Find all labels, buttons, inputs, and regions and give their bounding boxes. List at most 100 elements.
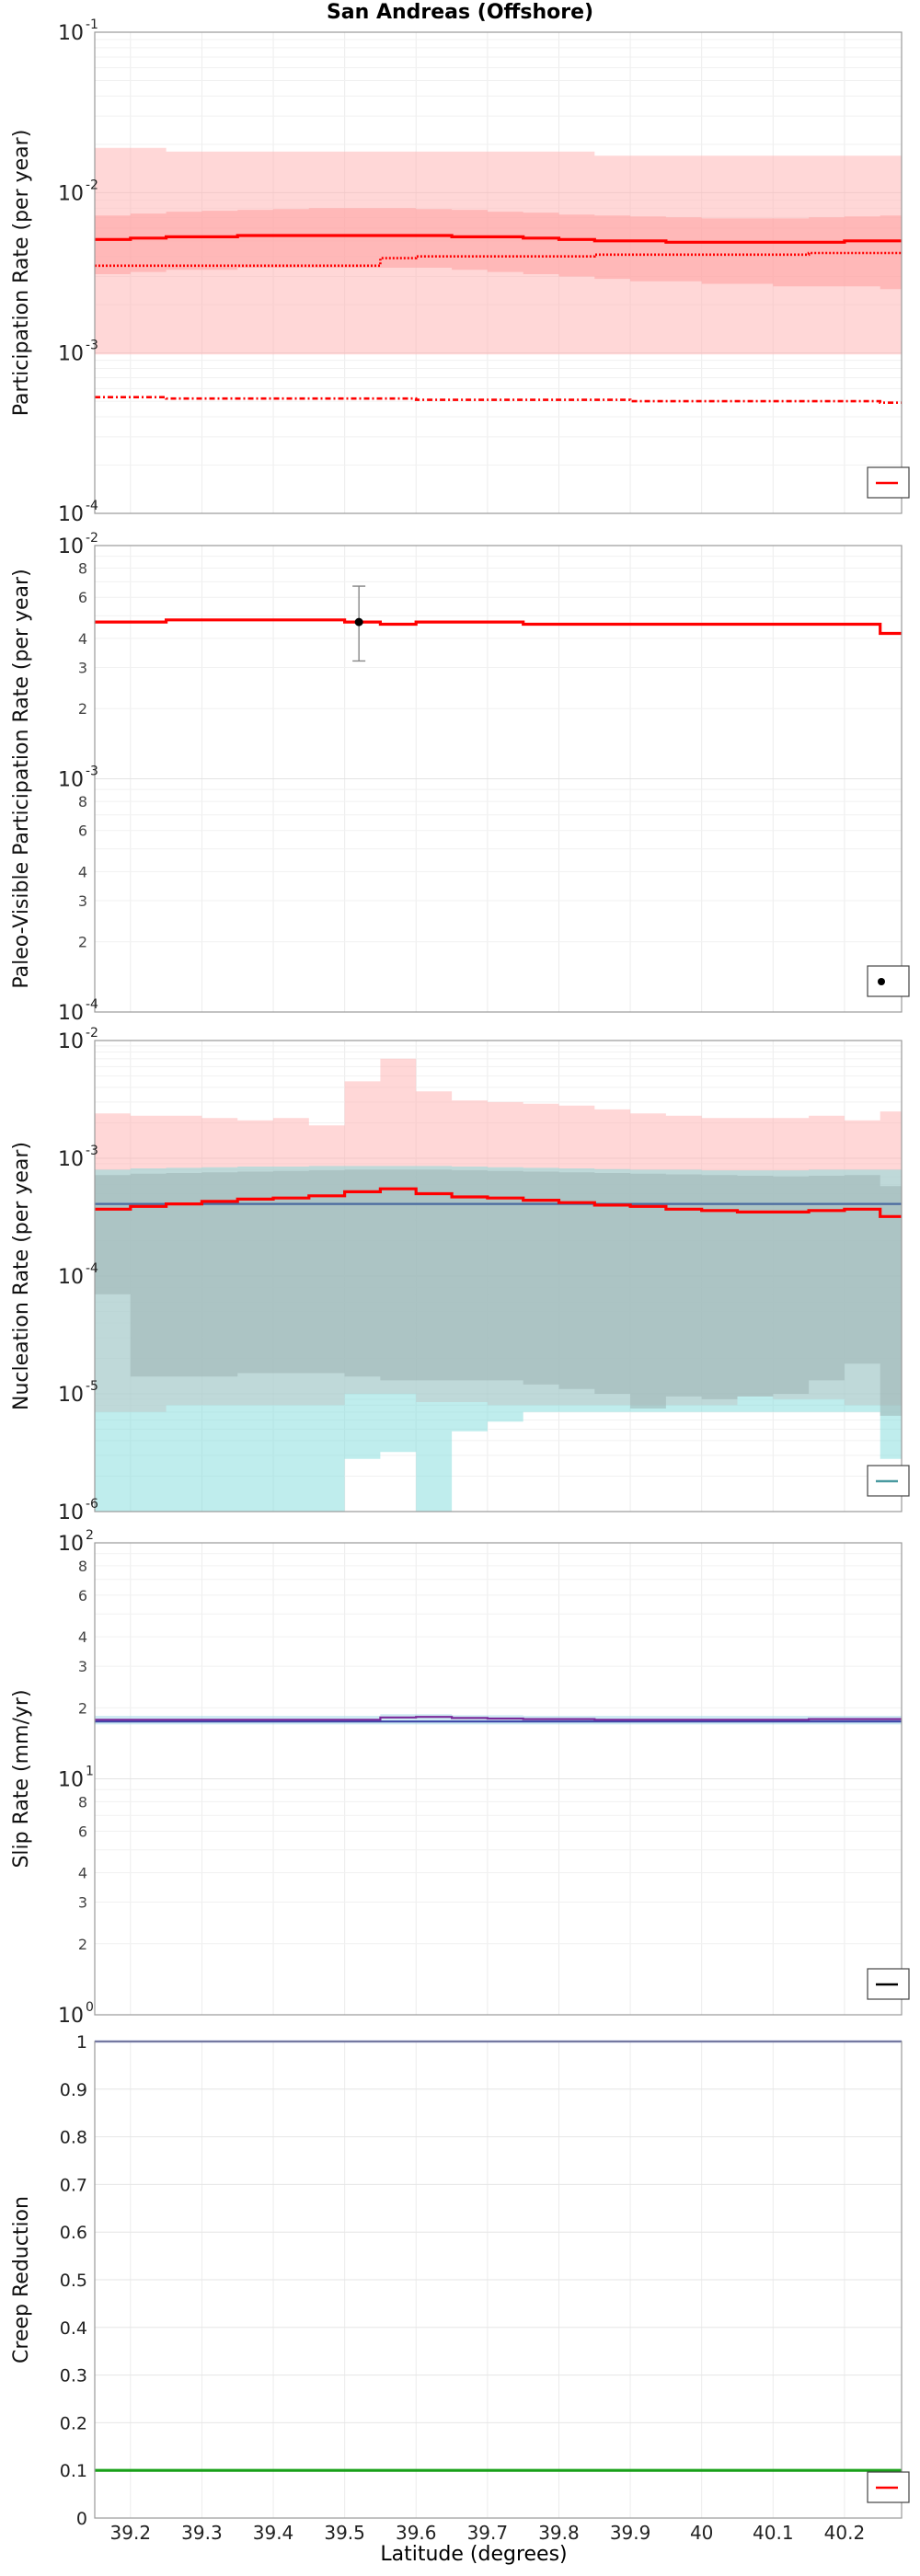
- y-minor-tick-label: 8: [78, 1558, 87, 1575]
- y-tick-label: 0.2: [60, 2413, 87, 2433]
- y-minor-tick-label: 8: [78, 793, 87, 811]
- legend: [867, 965, 910, 997]
- y-axis-label: Paleo-Visible Participation Rate (per ye…: [10, 569, 33, 988]
- y-tick-label: 10: [58, 1384, 84, 1407]
- y-tick-exponent: -5: [86, 1379, 98, 1394]
- legend-marker: [878, 978, 885, 985]
- panel-creep: 0 0.1 0.2 0.3 0.4 0.5 0.6 0.7 0.8 0.9 1 Creep Reduc…: [10, 2032, 910, 2529]
- x-tick-label: 39.2: [110, 2522, 152, 2544]
- y-tick-label: 0.6: [60, 2223, 87, 2243]
- y-tick-label: 10: [58, 1501, 84, 1524]
- y-minor-tick-label: 4: [78, 1865, 87, 1882]
- y-tick-label: 10: [58, 2005, 84, 2028]
- figure-title: San Andreas (Offshore): [327, 1, 593, 24]
- y-minor-tick-label: 4: [78, 863, 87, 880]
- plot-frame: [94, 545, 903, 1013]
- y-minor-tick-label: 3: [78, 660, 87, 677]
- y-tick-label: 10: [58, 343, 84, 366]
- series-dashdot: [95, 396, 902, 404]
- y-tick-exponent: -3: [86, 765, 98, 779]
- x-tick-label: 39.8: [538, 2522, 580, 2544]
- x-tick-label: 39.9: [610, 2522, 651, 2544]
- y-minor-tick-label: 4: [78, 630, 87, 648]
- y-tick-exponent: -4: [86, 499, 98, 513]
- y-tick-label: 0: [76, 2509, 87, 2529]
- x-tick-label: 40.1: [753, 2522, 794, 2544]
- y-tick-label: 10: [58, 182, 84, 205]
- legend: [867, 1968, 910, 2000]
- series-red_mean: [95, 1187, 902, 1218]
- x-tick-label: 39.5: [324, 2522, 365, 2544]
- y-minor-tick-label: 2: [78, 1936, 87, 1953]
- plot-frame: [94, 31, 903, 514]
- y-tick-exponent: -4: [86, 1261, 98, 1276]
- legend-box: [867, 965, 910, 997]
- y-tick-label: 10: [58, 535, 84, 558]
- y-tick-label: 10: [58, 1002, 84, 1025]
- y-tick-label: 10: [58, 1148, 84, 1171]
- y-tick-label: 10: [58, 1266, 84, 1289]
- y-tick-label: 0.8: [60, 2128, 87, 2148]
- band-gray_overlap: [95, 1169, 902, 1416]
- y-tick-exponent: -1: [86, 17, 98, 32]
- y-minor-tick-label: 6: [78, 1587, 87, 1604]
- x-axis: 39.2 39.3 39.4 39.5 39.6 39.7 39.8 39.9 40 40.1 40…: [110, 2522, 866, 2544]
- plot-frame: [94, 1542, 903, 2016]
- y-tick-exponent: -4: [86, 997, 98, 1012]
- x-tick-label: 39.6: [396, 2522, 437, 2544]
- y-tick-label: 10: [58, 503, 84, 526]
- y-axis-label: Creep Reduction: [10, 2196, 33, 2363]
- y-minor-tick-label: 6: [78, 1823, 87, 1840]
- y-tick-exponent: -2: [86, 178, 98, 192]
- x-tick-label: 39.7: [467, 2522, 509, 2544]
- y-tick-label: 0.5: [60, 2271, 87, 2291]
- series-solution: [95, 1716, 902, 1721]
- x-tick-label: 39.4: [253, 2522, 294, 2544]
- y-axis-label: Slip Rate (mm/yr): [10, 1689, 33, 1868]
- x-axis-label: Latitude (degrees): [380, 2543, 567, 2566]
- y-tick-exponent: -2: [86, 531, 98, 546]
- x-tick-label: 39.3: [181, 2522, 223, 2544]
- legend: [867, 466, 910, 499]
- y-minor-tick-label: 2: [78, 700, 87, 718]
- plot-frame: [94, 2041, 903, 2519]
- y-minor-tick-label: 8: [78, 560, 87, 578]
- y-minor-tick-label: 3: [78, 1894, 87, 1912]
- y-tick-label: 10: [58, 1533, 84, 1556]
- y-axis-label: Nucleation Rate (per year): [10, 1142, 33, 1410]
- y-tick-exponent: 0: [86, 2000, 94, 2015]
- y-axis-label: Participation Rate (per year): [10, 130, 33, 417]
- y-tick-label: 0.3: [60, 2366, 87, 2386]
- y-tick-label: 10: [58, 1769, 84, 1792]
- series-dotted: [95, 251, 902, 268]
- x-tick-label: 40: [690, 2522, 713, 2544]
- y-tick-label: 1: [76, 2032, 87, 2053]
- y-tick-label: 0.7: [60, 2175, 87, 2195]
- y-minor-tick-label: 2: [78, 934, 87, 951]
- data-point: [354, 617, 363, 627]
- series-mean: [95, 234, 902, 244]
- series-mean: [95, 618, 902, 636]
- y-minor-tick-label: 6: [78, 822, 87, 840]
- x-tick-label: 40.2: [824, 2522, 866, 2544]
- y-tick-label: 0.9: [60, 2080, 87, 2100]
- y-tick-exponent: 2: [86, 1528, 94, 1543]
- y-tick-label: 10: [58, 1030, 84, 1053]
- y-tick-label: 10: [58, 769, 84, 792]
- y-tick-label: 10: [58, 22, 84, 45]
- y-minor-tick-label: 2: [78, 1699, 87, 1717]
- plot-frame: [94, 1040, 903, 1512]
- y-tick-label: 0.1: [60, 2461, 87, 2481]
- y-minor-tick-label: 3: [78, 1658, 87, 1675]
- y-minor-tick-label: 6: [78, 589, 87, 606]
- legend: [867, 2471, 910, 2503]
- y-minor-tick-label: 8: [78, 1793, 87, 1811]
- band-inner_band: [95, 208, 902, 290]
- y-tick-exponent: -3: [86, 1144, 98, 1158]
